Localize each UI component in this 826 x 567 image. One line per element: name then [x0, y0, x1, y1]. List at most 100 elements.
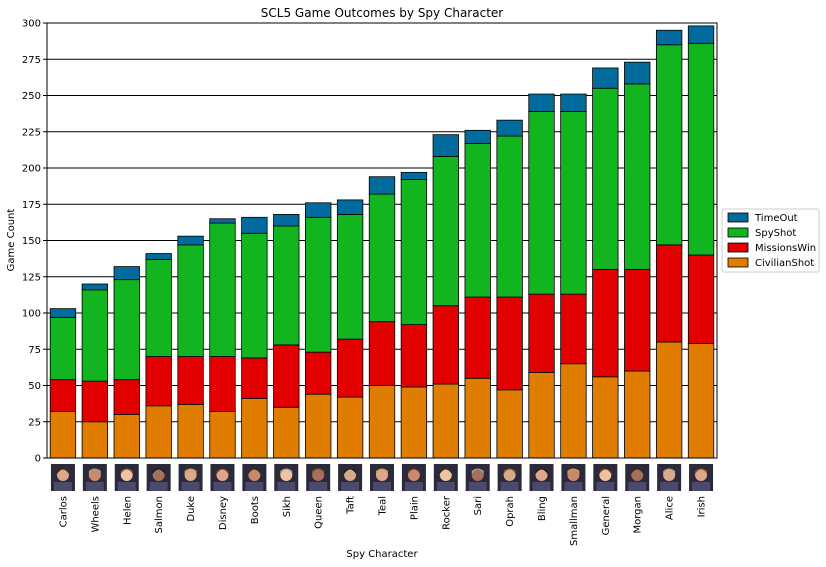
x-tick-label: Duke [186, 496, 197, 522]
bar-segment-timeout-general [592, 67, 619, 89]
bar-segment-timeout-teal [368, 176, 396, 195]
bar-segment-civilianshot-smallman [560, 363, 587, 459]
bar-segment-missionswin-smallman [560, 293, 587, 365]
bar-segment-missionswin-sikh [273, 344, 300, 408]
portrait-icon-salmon [146, 464, 171, 491]
portrait-icon-taft [338, 464, 363, 491]
bar-segment-timeout-wheels [81, 283, 109, 291]
y-tick-label: 150 [22, 236, 41, 247]
legend-item-spyshot: SpyShot [727, 227, 796, 239]
bar-segment-timeout-rocker [432, 134, 459, 157]
legend-swatch [727, 227, 749, 238]
bar-segment-spyshot-queen [305, 216, 332, 353]
bar-segment-spyshot-boots [241, 232, 268, 359]
x-tick-label: Salmon [154, 496, 165, 533]
bar-segment-spyshot-teal [368, 193, 396, 323]
bar-segment-civilianshot-bling [528, 372, 555, 459]
portrait-icon-sari [465, 464, 490, 491]
x-tick-label: Teal [378, 496, 389, 516]
y-tick-label: 0 [35, 454, 41, 465]
chart-title: SCL5 Game Outcomes by Spy Character [261, 6, 503, 20]
bar-segment-missionswin-teal [368, 321, 396, 386]
portrait-icon-carlos [50, 464, 75, 491]
bar-segment-timeout-sikh [273, 213, 300, 227]
portrait-icon-plain [401, 464, 426, 491]
bar-segment-spyshot-duke [177, 244, 204, 357]
bar-segment-timeout-alice [655, 29, 683, 46]
portrait-icon-general [593, 464, 618, 491]
portrait-icon-sikh [274, 464, 299, 491]
bar-segment-spyshot-general [592, 87, 619, 270]
bar-segment-timeout-sari [464, 129, 491, 144]
bar-segment-civilianshot-carlos [49, 411, 77, 459]
legend-label: TimeOut [754, 213, 798, 224]
bar-segment-timeout-carlos [49, 308, 77, 318]
legend-label: MissionsWin [755, 243, 816, 254]
legend-swatch [727, 242, 749, 253]
bar-segment-missionswin-alice [655, 244, 683, 343]
bar-segment-spyshot-bling [528, 111, 555, 295]
bar-segment-timeout-taft [336, 199, 364, 215]
x-tick-label: Alice [665, 496, 676, 520]
bar-segment-spyshot-sikh [273, 225, 300, 346]
bar-segment-timeout-morgan [624, 61, 651, 85]
bar-segment-timeout-disney [209, 218, 236, 224]
bar-segment-civilianshot-wheels [81, 421, 109, 459]
bar-segment-spyshot-smallman [560, 111, 587, 295]
x-axis-tick-labels: Carlos Wheels Helen Salmon Duke Disney Boots Si… [58, 495, 707, 546]
bar-segment-civilianshot-duke [177, 403, 204, 459]
bar-segment-timeout-plain [400, 171, 428, 181]
legend: TimeOut SpyShot MissionsWin CivilianShot [721, 208, 820, 273]
y-tick-label: 275 [22, 55, 41, 66]
y-tick-label: 175 [22, 200, 41, 211]
bar-segment-civilianshot-teal [368, 385, 396, 459]
x-tick-label: Disney [218, 496, 229, 530]
y-tick-label: 50 [28, 381, 41, 392]
legend-item-missionswin: MissionsWin [727, 242, 816, 254]
x-tick-label: Taft [346, 496, 357, 515]
legend-frame [721, 208, 820, 273]
bar-segment-timeout-bling [528, 93, 555, 112]
x-tick-label: Boots [250, 496, 261, 524]
x-tick-label: Irish [697, 496, 708, 517]
bar-segment-spyshot-disney [209, 222, 236, 357]
legend-swatch [727, 257, 749, 268]
portrait-icon-wheels [82, 464, 107, 491]
bar-segment-missionswin-plain [400, 324, 428, 388]
bar-segment-missionswin-general [592, 269, 619, 378]
y-tick-label: 75 [28, 345, 41, 356]
bar-segment-spyshot-morgan [624, 83, 651, 270]
bar-segment-spyshot-rocker [432, 155, 459, 307]
portrait-icon-queen [306, 464, 331, 491]
legend-label: SpyShot [755, 228, 796, 239]
bar-segment-missionswin-queen [305, 351, 332, 395]
bar-segment-civilianshot-sikh [273, 406, 300, 459]
bar-segment-timeout-oprah [496, 119, 523, 137]
bar-segment-spyshot-plain [400, 179, 428, 326]
portrait-icon-duke [178, 464, 203, 491]
x-tick-label: Morgan [633, 496, 644, 534]
y-axis-ticks: 0 25 50 75 100 125 150 175 200 225 250 275 300 [22, 19, 47, 465]
bar-segment-spyshot-taft [336, 213, 364, 340]
bar-segment-timeout-irish [687, 25, 715, 44]
portrait-icon-helen [114, 464, 139, 491]
bar-segment-missionswin-carlos [49, 379, 77, 413]
bar-segment-timeout-smallman [560, 93, 587, 112]
bar-segment-spyshot-salmon [145, 258, 172, 357]
bar-segment-timeout-duke [177, 235, 204, 246]
bar-segment-spyshot-irish [687, 42, 715, 256]
portrait-icon-teal [370, 464, 394, 491]
bar-segment-civilianshot-queen [305, 393, 332, 459]
bar-segment-timeout-boots [241, 216, 268, 234]
y-tick-label: 100 [22, 309, 41, 320]
y-tick-label: 125 [22, 272, 41, 283]
portrait-icon-irish [689, 464, 714, 491]
bar-segment-civilianshot-irish [687, 343, 715, 459]
x-tick-label: Bling [537, 496, 548, 521]
portrait-icon-disney [210, 464, 235, 491]
bar-segment-civilianshot-plain [400, 386, 428, 459]
bar-segment-civilianshot-general [592, 376, 619, 459]
bar-segment-spyshot-alice [655, 44, 683, 246]
portrait-icon-oprah [497, 464, 522, 491]
